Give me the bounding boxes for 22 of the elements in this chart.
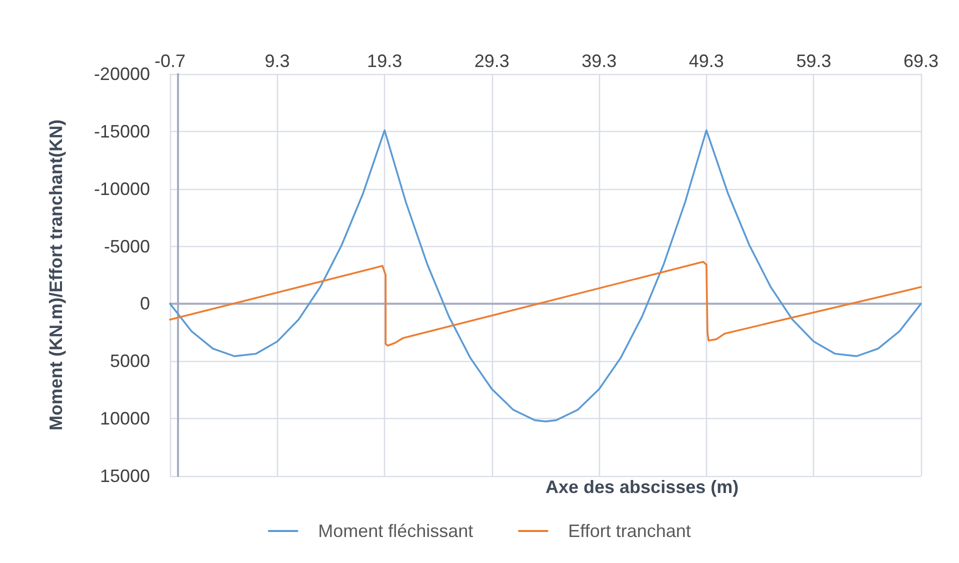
x-tick-label: 69.3 bbox=[903, 51, 939, 71]
line-series bbox=[169, 129, 922, 422]
y-tick-label: 5000 bbox=[110, 351, 150, 372]
x-tick-label: 29.3 bbox=[474, 51, 510, 71]
line-series bbox=[169, 260, 922, 347]
y-tick-label: -15000 bbox=[94, 121, 150, 142]
y-tick-label: 10000 bbox=[100, 408, 150, 429]
y-tick-label: -20000 bbox=[94, 64, 150, 84]
y-axis-title: Moment (KN.m)/Effort tranchant(KN) bbox=[46, 120, 66, 430]
x-tick-label: -0.7 bbox=[154, 51, 186, 71]
y-tick-label: -10000 bbox=[94, 178, 150, 199]
legend-label: Moment fléchissant bbox=[318, 521, 474, 541]
legend-label: Effort tranchant bbox=[568, 521, 691, 541]
x-axis-title: Axe des abscisses (m) bbox=[545, 477, 739, 497]
x-tick-label: 39.3 bbox=[582, 51, 617, 71]
x-tick-label: 19.3 bbox=[367, 51, 402, 71]
y-tick-label: -5000 bbox=[104, 236, 150, 256]
x-tick-label: 59.3 bbox=[796, 51, 832, 71]
y-tick-label: 15000 bbox=[100, 466, 150, 486]
x-tick-label: 49.3 bbox=[688, 51, 724, 71]
y-tick-label: 0 bbox=[140, 294, 150, 314]
x-tick-label: 9.3 bbox=[264, 51, 290, 71]
